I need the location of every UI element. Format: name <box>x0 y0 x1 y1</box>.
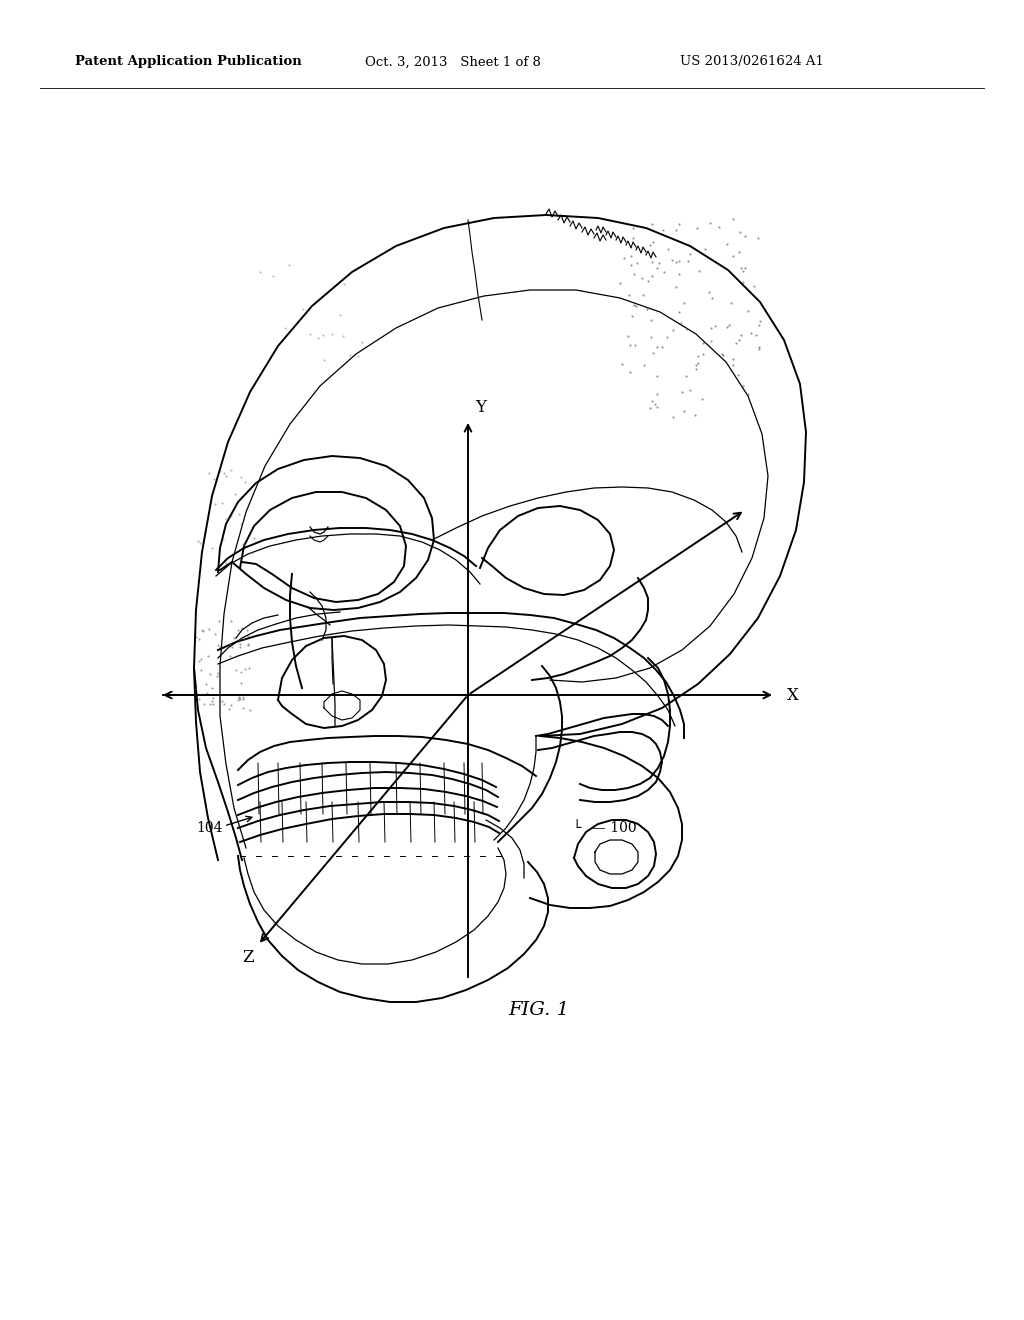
Text: Y: Y <box>475 400 486 417</box>
Text: Z: Z <box>242 949 254 966</box>
Text: X: X <box>787 686 799 704</box>
Text: └: └ <box>572 821 581 836</box>
Text: 104: 104 <box>196 821 222 836</box>
Text: Patent Application Publication: Patent Application Publication <box>75 55 302 69</box>
Text: — 100: — 100 <box>592 821 637 836</box>
Text: Oct. 3, 2013   Sheet 1 of 8: Oct. 3, 2013 Sheet 1 of 8 <box>365 55 541 69</box>
Text: US 2013/0261624 A1: US 2013/0261624 A1 <box>680 55 824 69</box>
Text: FIG. 1: FIG. 1 <box>508 1001 569 1019</box>
